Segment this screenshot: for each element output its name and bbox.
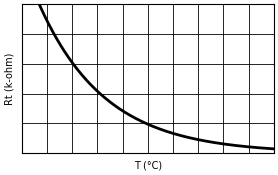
Y-axis label: Rt (k-ohm): Rt (k-ohm) bbox=[4, 52, 14, 105]
X-axis label: T (°C): T (°C) bbox=[134, 161, 162, 171]
